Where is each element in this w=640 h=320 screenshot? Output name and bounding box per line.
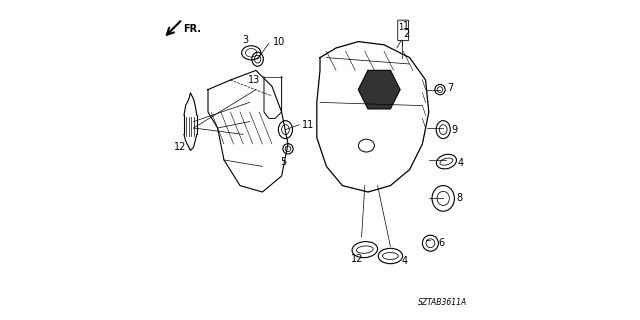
Text: 4: 4 (458, 158, 464, 168)
Text: FR.: FR. (183, 24, 201, 34)
Text: 2: 2 (403, 28, 410, 39)
Text: 12: 12 (351, 254, 363, 264)
Text: 3: 3 (243, 35, 249, 45)
Text: 1: 1 (403, 20, 410, 31)
Text: 4: 4 (402, 256, 408, 266)
Text: 1: 1 (398, 23, 403, 32)
Text: 10: 10 (273, 37, 285, 47)
Text: 7: 7 (447, 83, 454, 93)
Text: 11: 11 (302, 120, 315, 130)
Polygon shape (358, 70, 400, 109)
Text: 12: 12 (173, 142, 186, 152)
Text: 6: 6 (438, 238, 445, 248)
Text: 5: 5 (280, 156, 286, 167)
Text: 9: 9 (451, 124, 458, 135)
Text: 8: 8 (456, 193, 462, 204)
Text: 13: 13 (248, 75, 260, 85)
Text: SZTAB3611A: SZTAB3611A (418, 298, 467, 307)
